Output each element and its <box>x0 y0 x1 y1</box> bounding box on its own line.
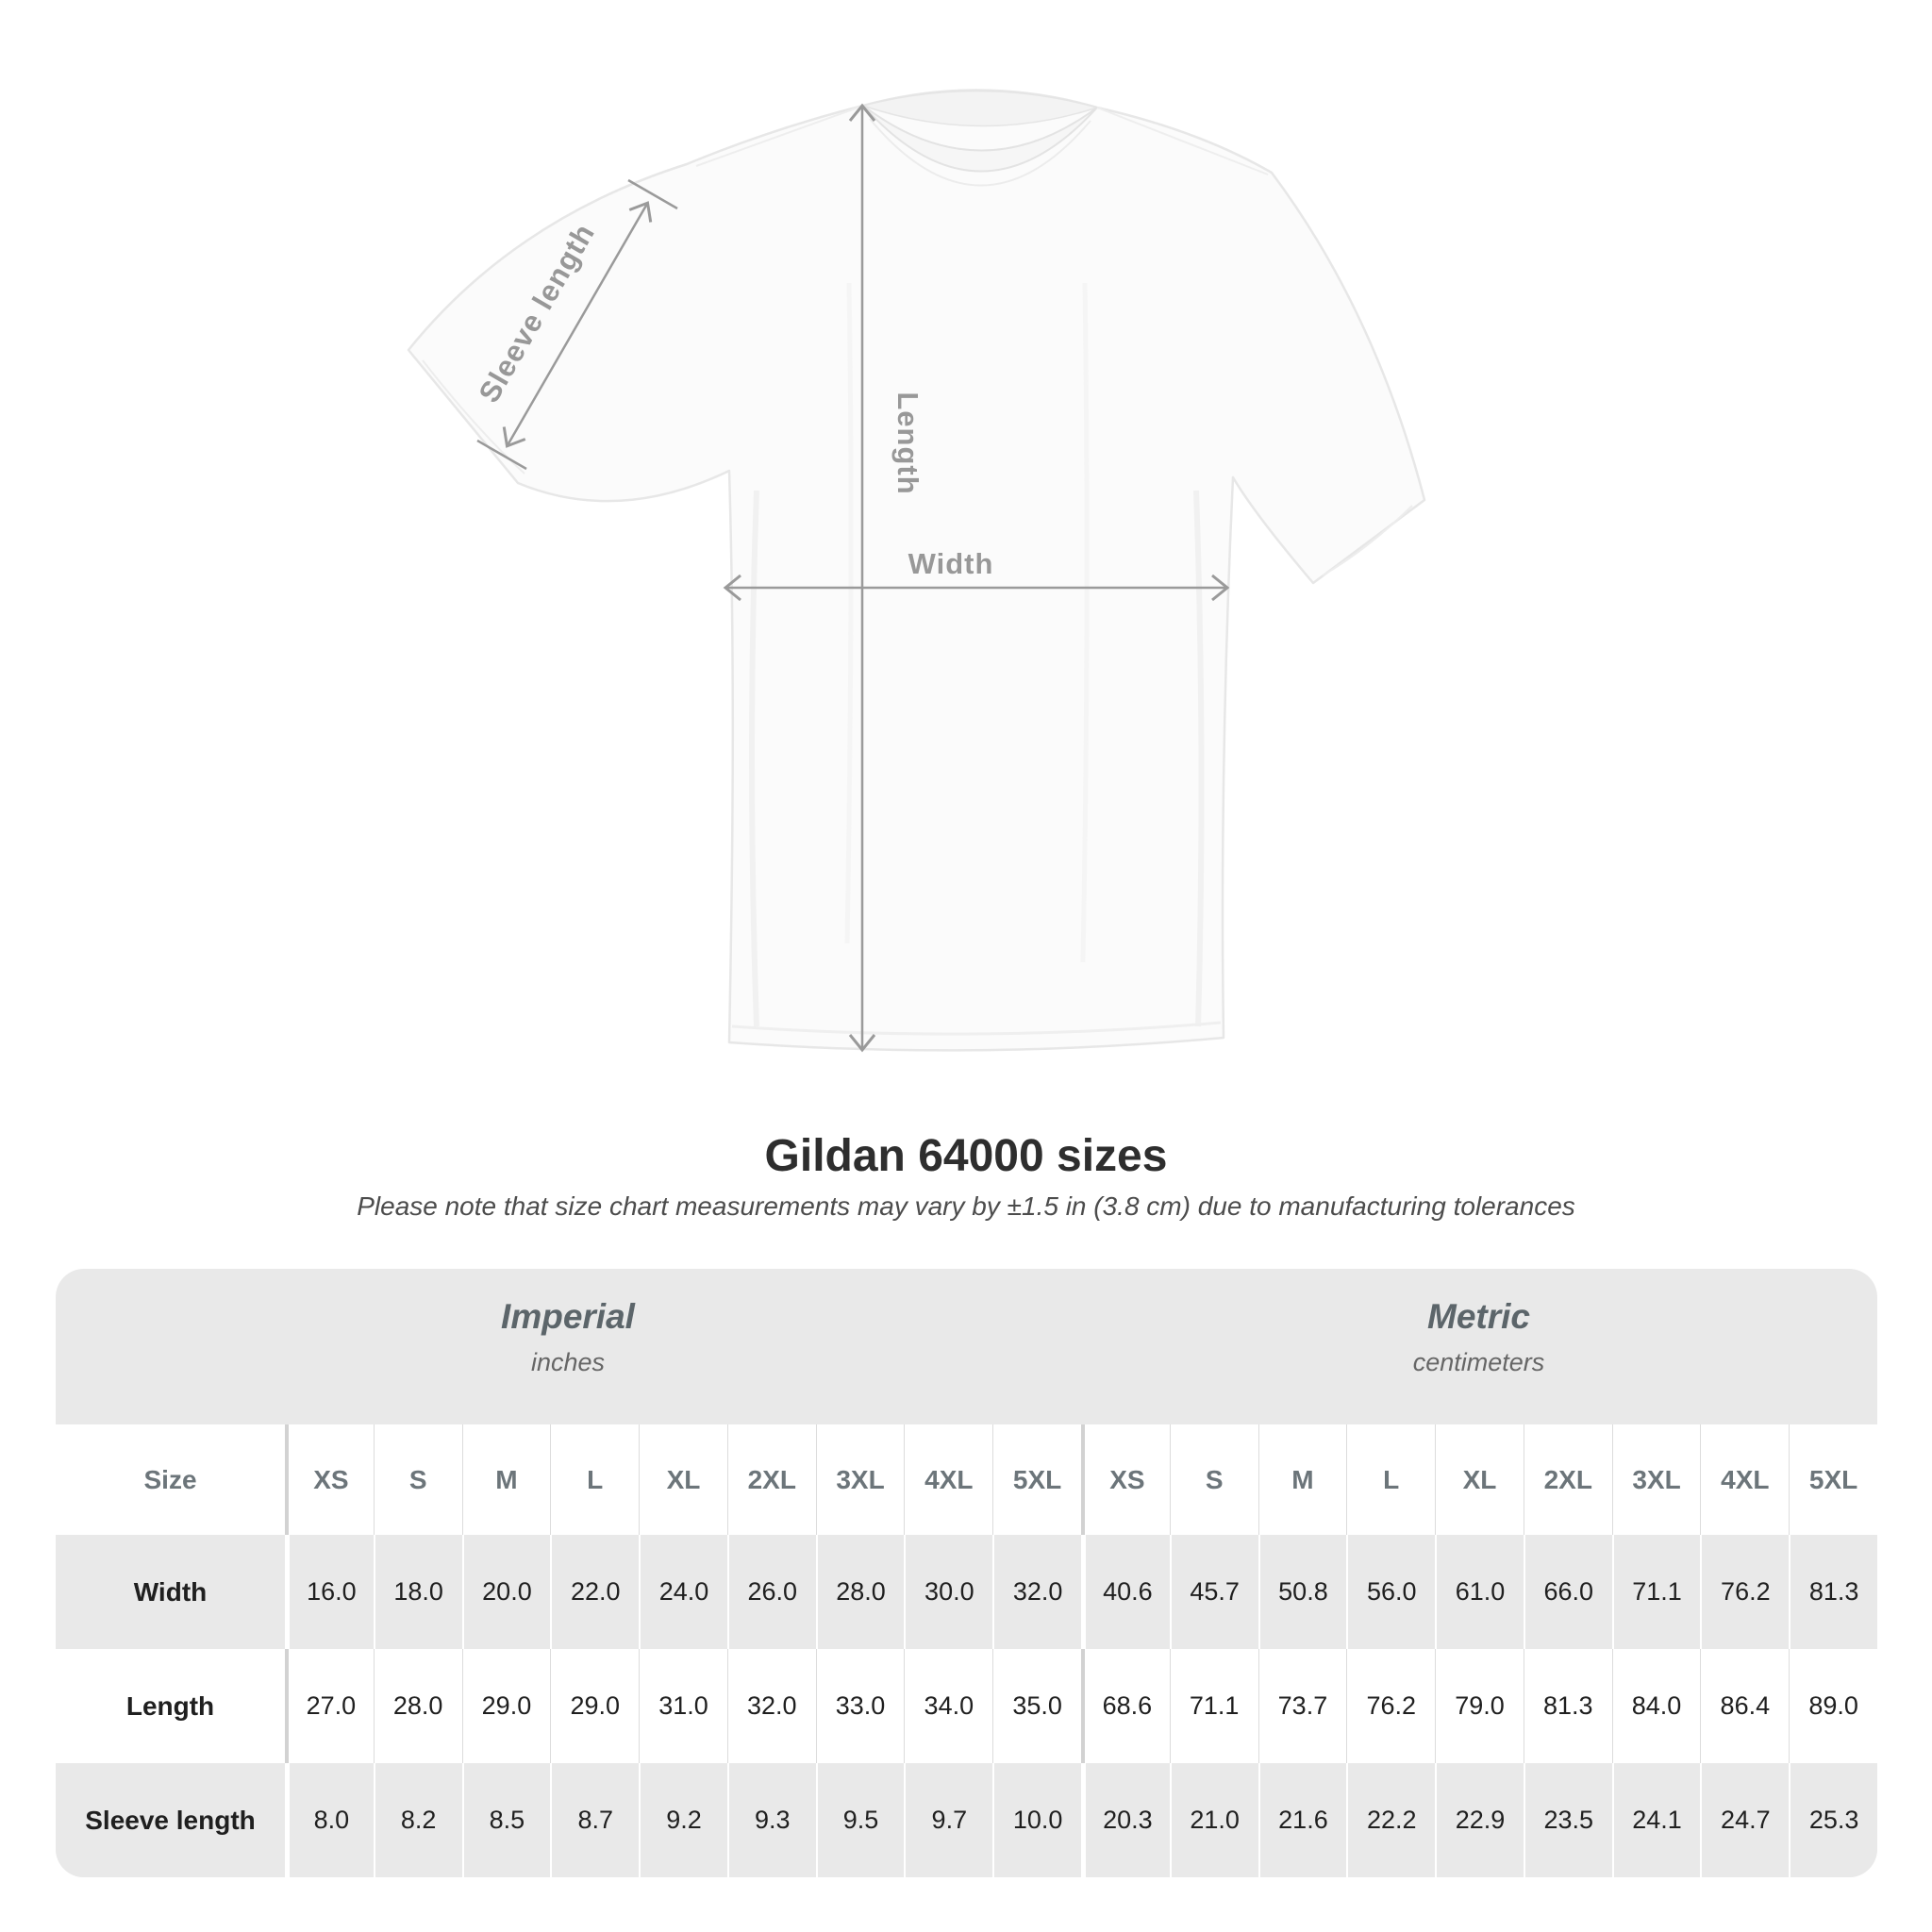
imperial-value-cell: 8.5 <box>461 1763 551 1877</box>
metric-value-cell: 22.2 <box>1346 1763 1436 1877</box>
metric-header: Metric centimeters <box>1080 1269 1877 1424</box>
imperial-subtitle: inches <box>530 1348 606 1376</box>
metric-value-cell: 45.7 <box>1169 1535 1258 1649</box>
imperial-value-cell: 31.0 <box>639 1649 727 1763</box>
metric-value-cell: 23.5 <box>1523 1763 1612 1877</box>
metric-value-cell: 81.3 <box>1523 1649 1612 1763</box>
metric-size-header-cell: S <box>1169 1424 1258 1535</box>
imperial-value-cell: 22.0 <box>550 1535 640 1649</box>
metric-value-cell: 66.0 <box>1523 1535 1612 1649</box>
metric-value-cell: 73.7 <box>1257 1649 1347 1763</box>
imperial-value-cell: 9.5 <box>815 1763 905 1877</box>
tolerance-note: Please note that size chart measurements… <box>357 1191 1575 1221</box>
width-label: Width <box>908 547 994 580</box>
metric-value-cell: 86.4 <box>1700 1649 1790 1763</box>
imperial-value-cell: 8.0 <box>285 1763 374 1877</box>
metric-value-cell: 71.1 <box>1611 1535 1701 1649</box>
metric-size-header-cell: M <box>1257 1424 1347 1535</box>
imperial-size-header-cell: 5XL <box>992 1424 1081 1535</box>
imperial-value-cell: 29.0 <box>461 1649 551 1763</box>
metric-value-cell: 81.3 <box>1789 1535 1877 1649</box>
imperial-value-cell: 28.0 <box>373 1649 462 1763</box>
imperial-value-cell: 8.2 <box>373 1763 462 1877</box>
size-corner-cell: Size <box>56 1424 285 1535</box>
imperial-size-header-cell: 3XL <box>815 1424 905 1535</box>
metric-value-cell: 40.6 <box>1081 1535 1170 1649</box>
imperial-value-cell: 10.0 <box>992 1763 1081 1877</box>
imperial-value-cell: 27.0 <box>285 1649 374 1763</box>
sleeve-length-arrow <box>476 178 678 471</box>
imperial-value-cell: 9.3 <box>726 1763 816 1877</box>
metric-size-header-cell: 4XL <box>1700 1424 1790 1535</box>
metric-value-cell: 89.0 <box>1789 1649 1877 1763</box>
metric-value-cell: 20.3 <box>1081 1763 1170 1877</box>
metric-subtitle: centimeters <box>1412 1348 1545 1376</box>
metric-size-header-cell: 2XL <box>1523 1424 1612 1535</box>
metric-size-header-cell: XS <box>1081 1424 1170 1535</box>
metric-value-cell: 71.1 <box>1169 1649 1258 1763</box>
page-title: Gildan 64000 sizes <box>764 1131 1168 1181</box>
imperial-value-cell: 9.7 <box>904 1763 993 1877</box>
metric-value-cell: 24.1 <box>1611 1763 1701 1877</box>
imperial-size-header-cell: 4XL <box>904 1424 993 1535</box>
size-table-grid: Size XS S M L XL 2XL 3XL 4XL 5XL XS S M L XL 2XL 3XL 4XL 5… <box>56 1424 1877 1877</box>
imperial-value-cell: 20.0 <box>461 1535 551 1649</box>
metric-size-header-cell: 5XL <box>1789 1424 1877 1535</box>
tshirt-diagram-svg: Sleeve length Length Width <box>407 89 1426 1053</box>
metric-value-cell: 68.6 <box>1081 1649 1170 1763</box>
imperial-size-header-cell: L <box>550 1424 640 1535</box>
imperial-value-cell: 29.0 <box>550 1649 640 1763</box>
row-label-cell: Sleeve length <box>56 1763 285 1877</box>
metric-value-cell: 22.9 <box>1435 1763 1524 1877</box>
imperial-value-cell: 34.0 <box>904 1649 993 1763</box>
imperial-size-header-cell: XS <box>285 1424 374 1535</box>
metric-size-header-cell: 3XL <box>1611 1424 1701 1535</box>
metric-value-cell: 79.0 <box>1435 1649 1524 1763</box>
imperial-value-cell: 28.0 <box>815 1535 905 1649</box>
tshirt-diagram: Sleeve length Length Width <box>407 89 1426 1053</box>
imperial-value-cell: 32.0 <box>992 1535 1081 1649</box>
imperial-value-cell: 8.7 <box>550 1763 640 1877</box>
imperial-title: Imperial <box>501 1297 635 1336</box>
metric-value-cell: 76.2 <box>1700 1535 1790 1649</box>
imperial-size-header-cell: XL <box>639 1424 727 1535</box>
imperial-value-cell: 26.0 <box>726 1535 816 1649</box>
metric-value-cell: 21.0 <box>1169 1763 1258 1877</box>
metric-title: Metric <box>1427 1297 1530 1336</box>
metric-size-header-cell: L <box>1346 1424 1436 1535</box>
length-label: Length <box>891 391 924 494</box>
imperial-value-cell: 33.0 <box>815 1649 905 1763</box>
imperial-value-cell: 35.0 <box>992 1649 1081 1763</box>
metric-value-cell: 24.7 <box>1700 1763 1790 1877</box>
imperial-value-cell: 30.0 <box>904 1535 993 1649</box>
imperial-size-header-cell: M <box>461 1424 551 1535</box>
imperial-size-header-cell: 2XL <box>726 1424 816 1535</box>
imperial-size-header-cell: S <box>373 1424 462 1535</box>
metric-value-cell: 21.6 <box>1257 1763 1347 1877</box>
imperial-value-cell: 18.0 <box>373 1535 462 1649</box>
metric-value-cell: 25.3 <box>1789 1763 1877 1877</box>
imperial-value-cell: 9.2 <box>639 1763 727 1877</box>
metric-value-cell: 76.2 <box>1346 1649 1436 1763</box>
imperial-value-cell: 32.0 <box>726 1649 816 1763</box>
unit-header-band: Imperial inches Metric centimeters <box>56 1269 1877 1424</box>
metric-value-cell: 61.0 <box>1435 1535 1524 1649</box>
metric-value-cell: 56.0 <box>1346 1535 1436 1649</box>
row-label-cell: Length <box>56 1649 285 1763</box>
metric-value-cell: 50.8 <box>1257 1535 1347 1649</box>
metric-size-header-cell: XL <box>1435 1424 1524 1535</box>
metric-value-cell: 84.0 <box>1611 1649 1701 1763</box>
imperial-header: Imperial inches <box>56 1269 1080 1424</box>
row-label-cell: Width <box>56 1535 285 1649</box>
size-chart-table: Imperial inches Metric centimeters Size X… <box>56 1269 1877 1877</box>
imperial-value-cell: 24.0 <box>639 1535 727 1649</box>
imperial-value-cell: 16.0 <box>285 1535 374 1649</box>
